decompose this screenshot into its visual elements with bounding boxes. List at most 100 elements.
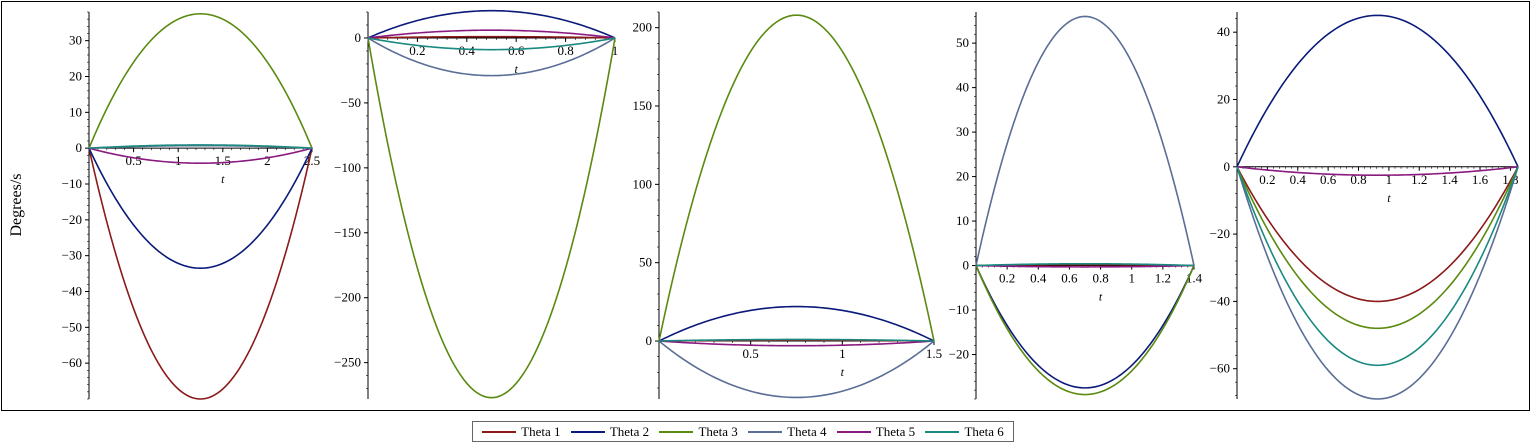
x-tick-label: 2 (264, 153, 271, 168)
series-line-theta-6 (1236, 166, 1519, 367)
legend-swatch (482, 430, 517, 433)
y-tick-label: −50 (341, 95, 361, 110)
y-tick-label: −100 (334, 160, 361, 175)
legend-swatch (659, 430, 694, 433)
x-tick-label: 1.4 (1442, 172, 1459, 187)
x-tick-label: 1.5 (926, 346, 942, 361)
y-tick-label: −250 (334, 355, 361, 370)
legend: Theta 1 Theta 2 Theta 3 Theta 4 Theta 5 Theta… (472, 421, 1014, 442)
y-tick-label: 200 (633, 20, 653, 35)
series-line-theta-3 (1236, 166, 1519, 330)
x-tick-label: 1 (839, 346, 846, 361)
x-tick-label: 0.6 (508, 43, 525, 58)
series-line-theta-2 (367, 9, 616, 39)
series-line-theta-6 (367, 37, 616, 51)
y-tick-label: 20 (956, 169, 969, 184)
x-tick-label: 0.4 (459, 43, 476, 58)
legend-swatch (836, 430, 871, 433)
y-tick-label: 0 (76, 140, 83, 155)
y-tick-label: 0 (355, 30, 362, 45)
x-tick-label: 1 (1128, 271, 1135, 286)
y-tick-label: −20 (62, 212, 82, 227)
x-tick-label: 1.2 (1155, 271, 1171, 286)
y-tick-label: −40 (1210, 293, 1230, 308)
series-line-theta-5 (975, 264, 1195, 268)
legend-label: Theta 5 (875, 423, 916, 439)
x-axis-label: t (1099, 290, 1103, 304)
legend-swatch (570, 430, 605, 433)
legend-item: Theta 1 (482, 423, 561, 440)
series-line-theta-6 (88, 144, 313, 149)
x-tick-label: 0.2 (409, 43, 425, 58)
figure-frame (1, 1, 1530, 411)
y-tick-label: 40 (956, 80, 969, 95)
y-tick-label: −20 (949, 347, 969, 362)
y-axis-label-container: Degrees/s (2, 0, 32, 410)
y-tick-label: 0 (963, 258, 970, 273)
series-line-theta-1 (1236, 166, 1519, 303)
legend-label: Theta 6 (964, 423, 1004, 439)
y-tick-label: 50 (639, 255, 652, 270)
x-tick-label: 0.2 (999, 271, 1015, 286)
series-line-theta-4 (1236, 166, 1519, 400)
x-tick-label: 1 (175, 153, 182, 168)
x-tick-label: 1 (1386, 172, 1393, 187)
legend-label: Theta 1 (521, 423, 561, 439)
series-line-theta-5 (1236, 166, 1519, 177)
series-line-theta-3 (367, 37, 616, 399)
y-tick-label: 0 (646, 333, 653, 348)
x-tick-label: 1.2 (1411, 172, 1427, 187)
x-tick-label: 1.6 (1472, 172, 1489, 187)
y-tick-label: 10 (69, 104, 82, 119)
series-line-theta-6 (658, 338, 935, 342)
y-tick-label: 100 (633, 176, 653, 191)
series-line-theta-5 (88, 147, 313, 165)
y-tick-label: −40 (62, 284, 82, 299)
chart-panel-3: 200 150 100 50 0 0.5 1 1.5 t (633, 11, 942, 399)
series-line-theta-3 (658, 14, 935, 342)
series-line-theta-2 (658, 305, 935, 342)
series-line-theta-4 (975, 15, 1195, 266)
x-tick-label: 1.5 (215, 153, 231, 168)
y-tick-label: 30 (956, 124, 969, 139)
x-tick-label: 0.8 (557, 43, 573, 58)
legend-item: Theta 5 (836, 423, 916, 440)
series-line-theta-1 (88, 147, 313, 400)
y-tick-label: −60 (62, 355, 82, 370)
y-tick-label: 40 (1217, 24, 1230, 39)
x-tick-label: 0.8 (1350, 172, 1366, 187)
legend-item: Theta 4 (748, 424, 826, 440)
y-tick-label: −10 (62, 176, 82, 191)
x-tick-label: 0.5 (125, 153, 141, 168)
series-line-theta-3 (88, 12, 313, 149)
y-tick-label: 0 (1224, 159, 1231, 174)
legend-item: Theta 2 (570, 424, 649, 440)
x-tick-label: 0.5 (743, 346, 759, 361)
series-line-theta-4 (367, 37, 616, 77)
y-tick-label: −20 (1210, 226, 1230, 241)
y-tick-label: 20 (69, 69, 82, 84)
series-line-theta-2 (88, 147, 313, 270)
x-tick-label: 0.8 (1092, 271, 1108, 286)
x-tick-label: 1 (612, 43, 619, 58)
y-tick-label: −10 (949, 302, 969, 317)
y-axis-label: Degrees/s (8, 173, 25, 237)
chart-panel-2: 0 −50 −100 −150 −200 −250 0.2 0.4 0.6 0.8 1 t (334, 9, 619, 399)
series-line-theta-1 (367, 35, 616, 39)
legend-swatch (925, 430, 960, 433)
legend-swatch (748, 430, 783, 433)
y-tick-label: −60 (1210, 361, 1230, 376)
legend-label: Theta 3 (698, 423, 738, 439)
series-line-theta-5 (367, 29, 616, 39)
y-tick-label: −200 (334, 290, 361, 305)
y-tick-label: 50 (956, 35, 969, 50)
legend-item: Theta 6 (925, 423, 1004, 440)
y-tick-label: 150 (633, 98, 653, 113)
y-tick-label: −30 (62, 248, 82, 263)
x-axis-label: t (221, 172, 225, 186)
y-tick-label: 10 (956, 213, 969, 228)
